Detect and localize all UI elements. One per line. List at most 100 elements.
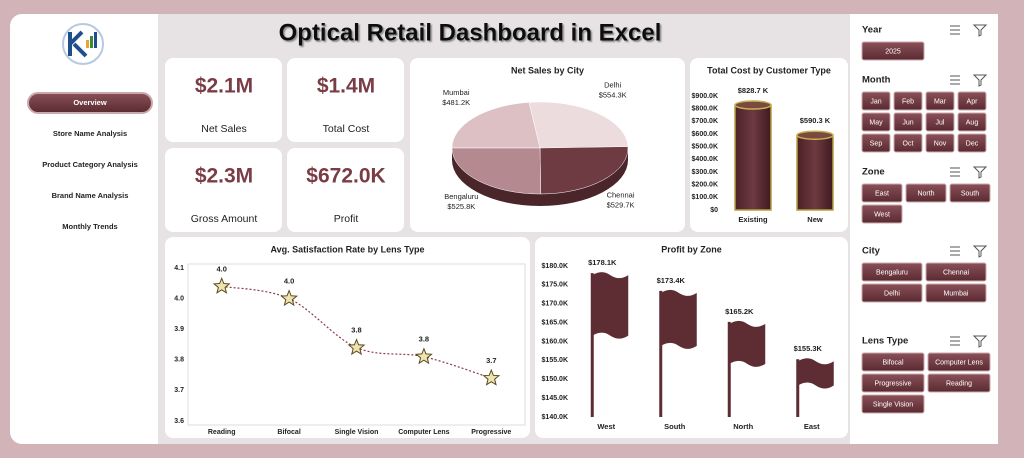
y-tick-label: $200.0K — [692, 182, 718, 189]
data-label: $178.1K — [588, 258, 617, 267]
y-tick-label: $155.0K — [542, 357, 568, 364]
slicer-button[interactable] — [893, 91, 923, 111]
slicer-item: Nov — [934, 140, 947, 147]
multi-select-icon[interactable] — [950, 25, 960, 35]
nav-item: Overview — [73, 98, 107, 107]
bar-cap — [796, 130, 834, 140]
clear-filter-icon[interactable] — [972, 24, 988, 37]
slicer-button[interactable] — [861, 183, 903, 203]
slicer-item: May — [869, 119, 883, 126]
multi-select-icon[interactable] — [950, 167, 960, 177]
y-tick-label: $500.0K — [692, 144, 718, 151]
slicer-panel — [853, 14, 998, 444]
slicer-button[interactable] — [927, 373, 991, 393]
y-tick-label: $100.0K — [692, 194, 718, 201]
slicer-button[interactable] — [861, 112, 891, 132]
x-tick-label: New — [807, 215, 823, 224]
x-tick-label: South — [664, 422, 686, 431]
slicer-item: Oct — [903, 140, 914, 147]
data-label-category: Bengaluru — [444, 192, 478, 201]
y-tick-label: 3.6 — [174, 418, 184, 425]
pie-slice — [528, 101, 629, 149]
data-label-value: $554.3K — [599, 90, 627, 99]
slicer-button[interactable] — [861, 91, 891, 111]
chart-title: Profit by Zone — [661, 244, 722, 254]
marker-star — [280, 289, 298, 307]
x-tick-label: Computer Lens — [398, 429, 449, 436]
multi-select-icon[interactable] — [950, 75, 960, 85]
slicer-item: Aug — [966, 119, 979, 126]
y-tick-label: 3.9 — [174, 326, 184, 333]
multi-select-icon[interactable] — [950, 336, 960, 346]
bar — [734, 104, 772, 211]
slicer-title: Lens Type — [862, 336, 908, 347]
slicer-button[interactable] — [925, 262, 987, 282]
clear-filter-icon[interactable] — [972, 166, 988, 179]
nav-item: Brand Name Analysis — [52, 191, 129, 200]
slicer-title: Zone — [862, 167, 885, 178]
slicer-item: Mar — [934, 98, 947, 105]
slicer-item: 2025 — [885, 48, 901, 55]
y-tick-label: $165.0K — [542, 319, 568, 326]
slicer-item: Single Vision — [873, 401, 913, 408]
y-tick-label: $700.0K — [692, 118, 718, 125]
slicer-title: Year — [862, 25, 882, 36]
clear-filter-icon[interactable] — [972, 335, 988, 348]
slicer-button[interactable] — [905, 183, 947, 203]
kpi-label: Gross Amount — [191, 213, 258, 225]
y-tick-label: $0 — [710, 207, 718, 214]
slicer-button[interactable] — [957, 91, 987, 111]
slicer-item: Delhi — [884, 290, 900, 297]
slicer-item: Reading — [946, 380, 972, 387]
slicer-item: Bifocal — [882, 359, 903, 366]
data-label-category: Mumbai — [443, 88, 470, 97]
data-label-value: $529.7K — [607, 201, 635, 210]
nav-button-active[interactable] — [27, 92, 153, 114]
slicer-item: Progressive — [875, 380, 912, 387]
plot-area — [187, 263, 526, 426]
slicer-button[interactable] — [925, 283, 987, 303]
multi-select-icon[interactable] — [950, 246, 960, 256]
slicer-button[interactable] — [861, 283, 923, 303]
y-tick-label: $140.0K — [542, 414, 568, 421]
nav-item: Store Name Analysis — [53, 129, 127, 138]
slicer-item: Dec — [966, 140, 979, 147]
flag — [592, 272, 629, 339]
slicer-button[interactable] — [893, 133, 923, 153]
slicer-button[interactable] — [893, 112, 923, 132]
slicer-button[interactable] — [861, 352, 925, 372]
slicer-button[interactable] — [949, 183, 991, 203]
slicer-button[interactable] — [925, 91, 955, 111]
slicer-button[interactable] — [927, 352, 991, 372]
y-tick-label: 3.7 — [174, 387, 184, 394]
slicer-button[interactable] — [861, 394, 925, 414]
slicer-button[interactable] — [957, 112, 987, 132]
x-tick-label: West — [597, 422, 615, 431]
chart-title: Net Sales by City — [511, 65, 584, 75]
marker-star — [415, 347, 433, 365]
logo — [62, 23, 104, 65]
slicer-item: Sep — [870, 140, 883, 147]
slicer-button[interactable] — [861, 262, 923, 282]
slicer-button[interactable] — [861, 204, 903, 224]
y-tick-label: $900.0K — [692, 93, 718, 100]
slicer-button[interactable] — [861, 41, 925, 61]
y-tick-label: $160.0K — [542, 338, 568, 345]
data-label: $828.7 K — [738, 86, 769, 95]
pie-slice — [451, 147, 542, 195]
slicer-button[interactable] — [925, 133, 955, 153]
slicer-button[interactable] — [861, 133, 891, 153]
clear-filter-icon[interactable] — [972, 74, 988, 87]
kpi-value: $1.4M — [317, 75, 375, 98]
slicer-button[interactable] — [957, 133, 987, 153]
slicer-item: Apr — [967, 98, 979, 105]
clear-filter-icon[interactable] — [972, 245, 988, 258]
slicer-button[interactable] — [861, 373, 925, 393]
slicer-item: Computer Lens — [935, 359, 983, 366]
slicer-button[interactable] — [925, 112, 955, 132]
data-label: 3.8 — [351, 326, 361, 335]
y-tick-label: $145.0K — [542, 395, 568, 402]
data-label-value: $481.2K — [442, 98, 470, 107]
kpi-label: Net Sales — [201, 123, 247, 135]
